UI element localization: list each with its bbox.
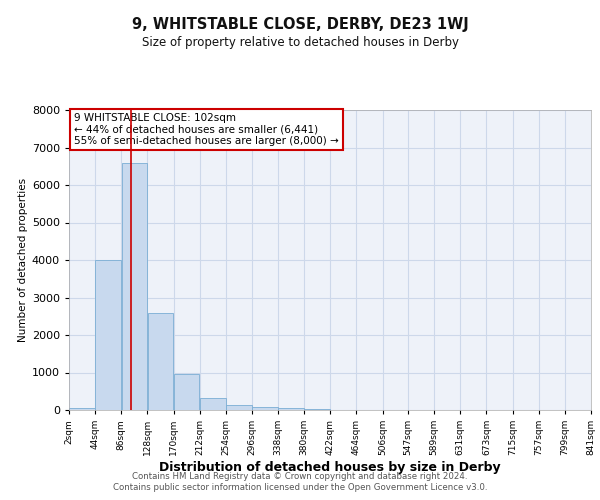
Bar <box>95 260 121 410</box>
Bar <box>200 398 226 410</box>
Bar <box>174 374 199 410</box>
Bar <box>122 162 147 410</box>
Bar <box>252 407 278 410</box>
Text: Size of property relative to detached houses in Derby: Size of property relative to detached ho… <box>142 36 458 49</box>
Text: Contains public sector information licensed under the Open Government Licence v3: Contains public sector information licen… <box>113 484 487 492</box>
X-axis label: Distribution of detached houses by size in Derby: Distribution of detached houses by size … <box>159 461 501 474</box>
Bar <box>226 405 251 410</box>
Bar <box>148 312 173 410</box>
Bar <box>278 408 304 410</box>
Y-axis label: Number of detached properties: Number of detached properties <box>17 178 28 342</box>
Text: Contains HM Land Registry data © Crown copyright and database right 2024.: Contains HM Land Registry data © Crown c… <box>132 472 468 481</box>
Text: 9, WHITSTABLE CLOSE, DERBY, DE23 1WJ: 9, WHITSTABLE CLOSE, DERBY, DE23 1WJ <box>131 18 469 32</box>
Bar <box>304 409 330 410</box>
Text: 9 WHITSTABLE CLOSE: 102sqm
← 44% of detached houses are smaller (6,441)
55% of s: 9 WHITSTABLE CLOSE: 102sqm ← 44% of deta… <box>74 113 339 146</box>
Bar <box>69 408 95 410</box>
